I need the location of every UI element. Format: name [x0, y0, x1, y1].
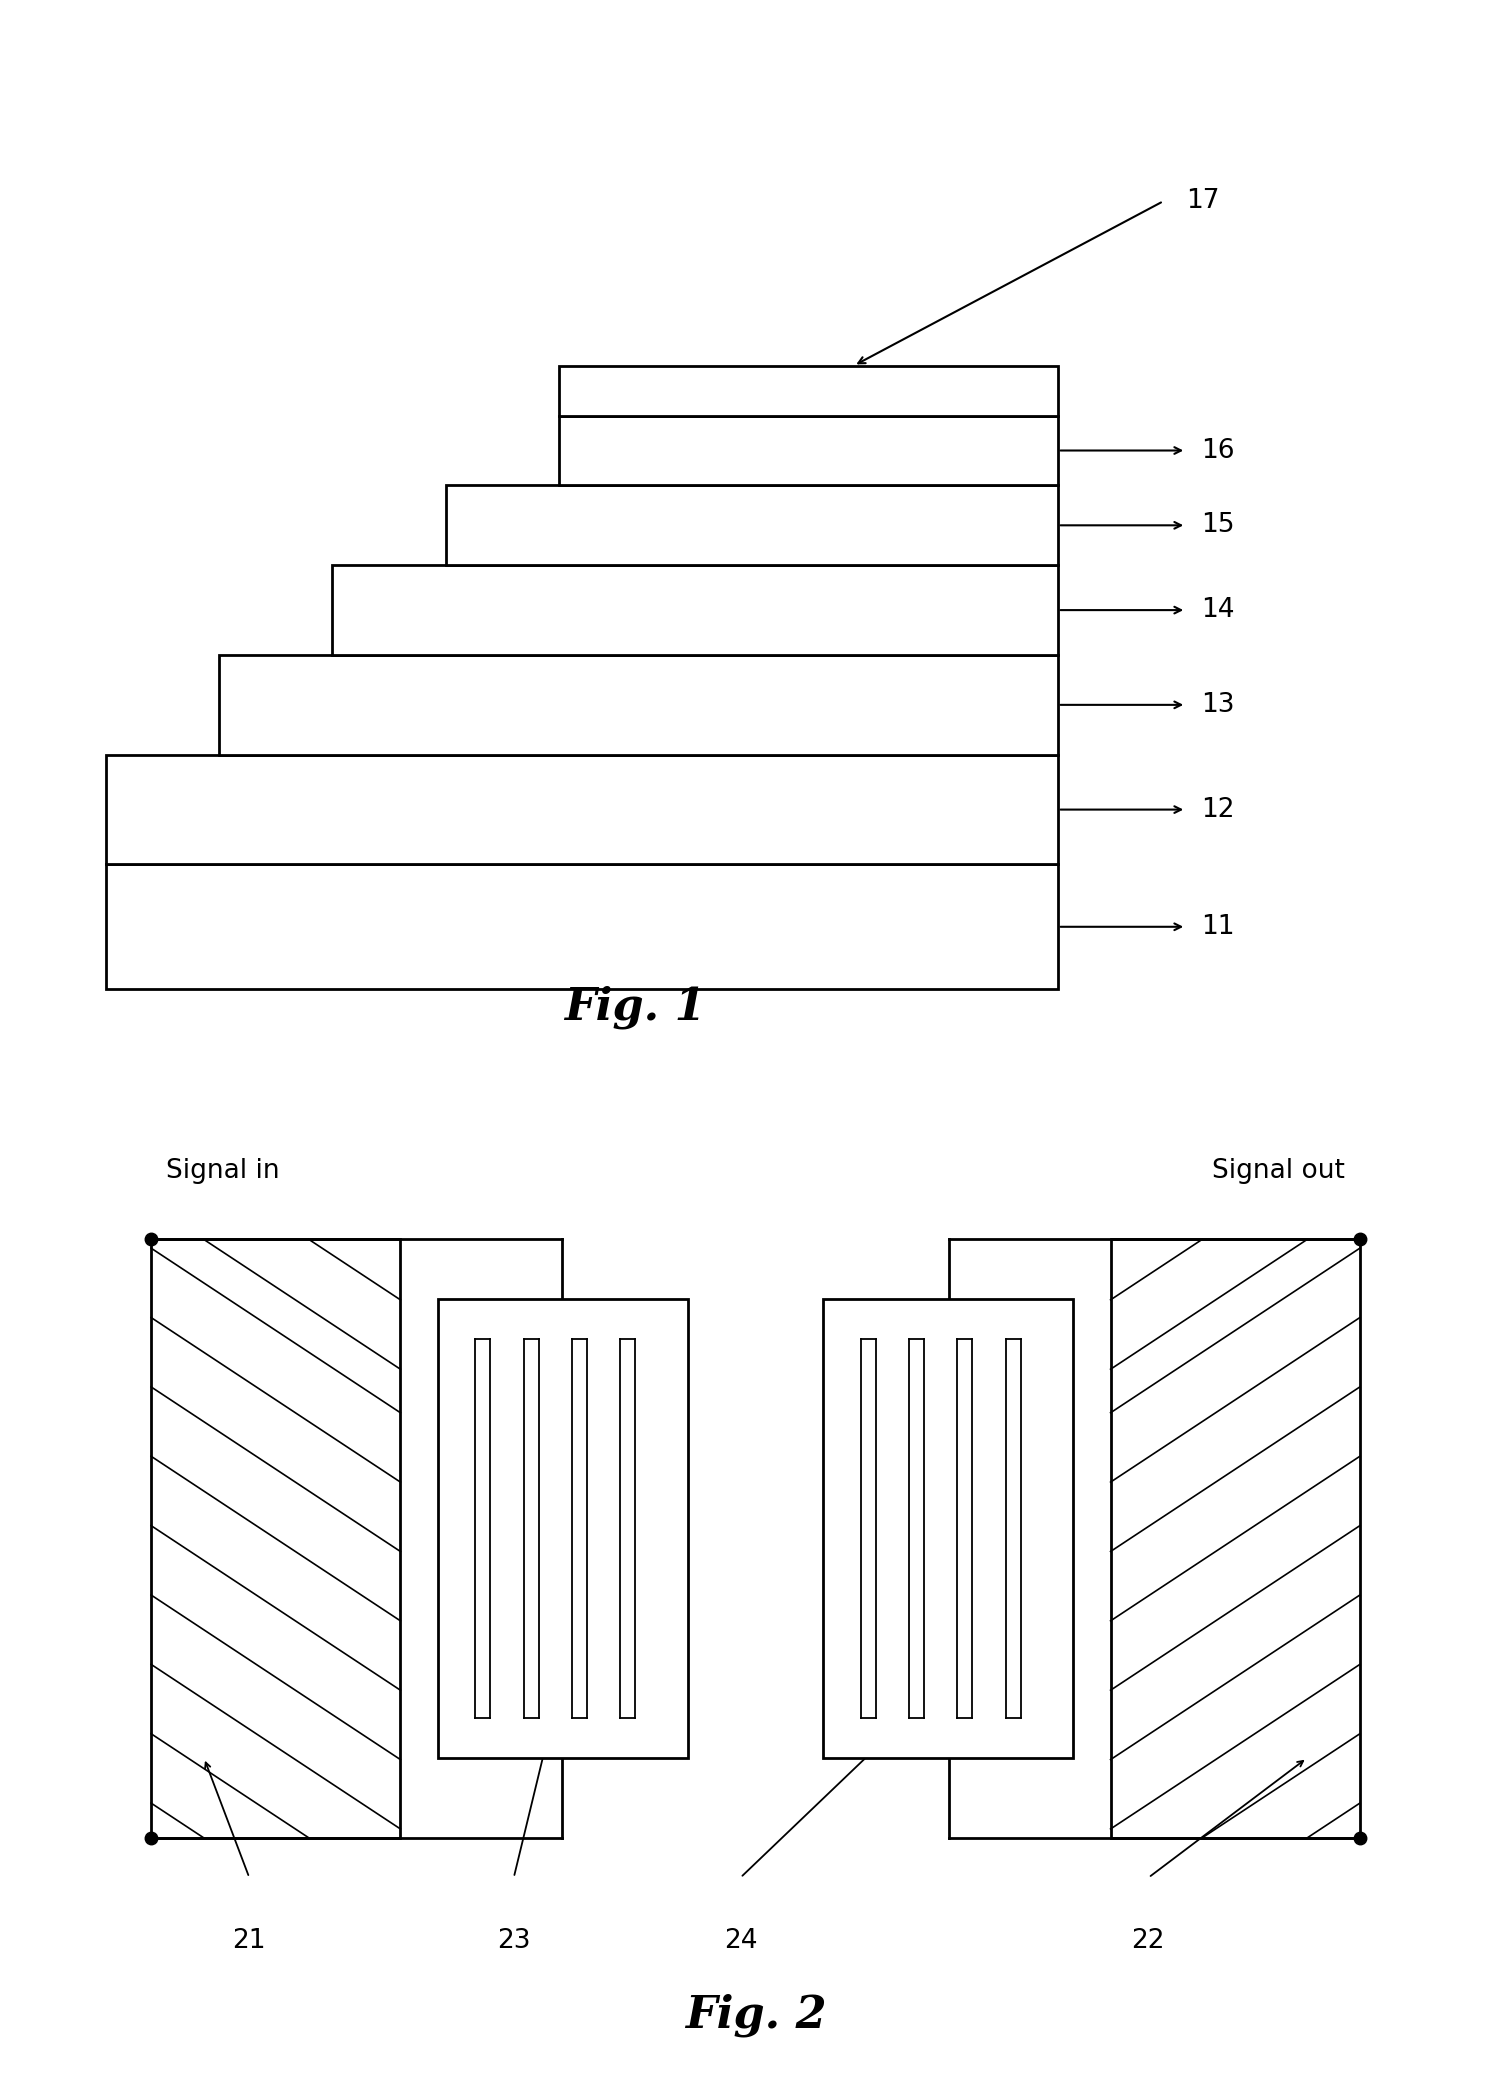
- Text: 13: 13: [1201, 692, 1234, 717]
- Text: 16: 16: [1201, 438, 1234, 463]
- Text: 14: 14: [1201, 596, 1234, 623]
- Text: 23: 23: [497, 1928, 530, 1953]
- Text: 24: 24: [724, 1928, 757, 1953]
- Bar: [106, 754, 1058, 864]
- Text: Fig. 1: Fig. 1: [564, 985, 706, 1029]
- Text: 15: 15: [1201, 513, 1234, 538]
- Bar: [151, 1238, 400, 1837]
- Text: 22: 22: [1132, 1928, 1165, 1953]
- Text: Signal out: Signal out: [1212, 1157, 1345, 1184]
- Bar: [559, 416, 1058, 486]
- Text: 17: 17: [1186, 189, 1219, 214]
- Text: 11: 11: [1201, 914, 1234, 939]
- Bar: [446, 486, 1058, 565]
- Text: Fig. 2: Fig. 2: [684, 1993, 827, 2036]
- Bar: [823, 1299, 1073, 1758]
- Text: 12: 12: [1201, 796, 1234, 823]
- Text: Signal in: Signal in: [166, 1157, 280, 1184]
- Bar: [219, 655, 1058, 754]
- Bar: [332, 565, 1058, 655]
- Text: 21: 21: [233, 1928, 266, 1953]
- Bar: [438, 1299, 688, 1758]
- Bar: [1111, 1238, 1360, 1837]
- Bar: [106, 864, 1058, 989]
- Bar: [559, 366, 1058, 416]
